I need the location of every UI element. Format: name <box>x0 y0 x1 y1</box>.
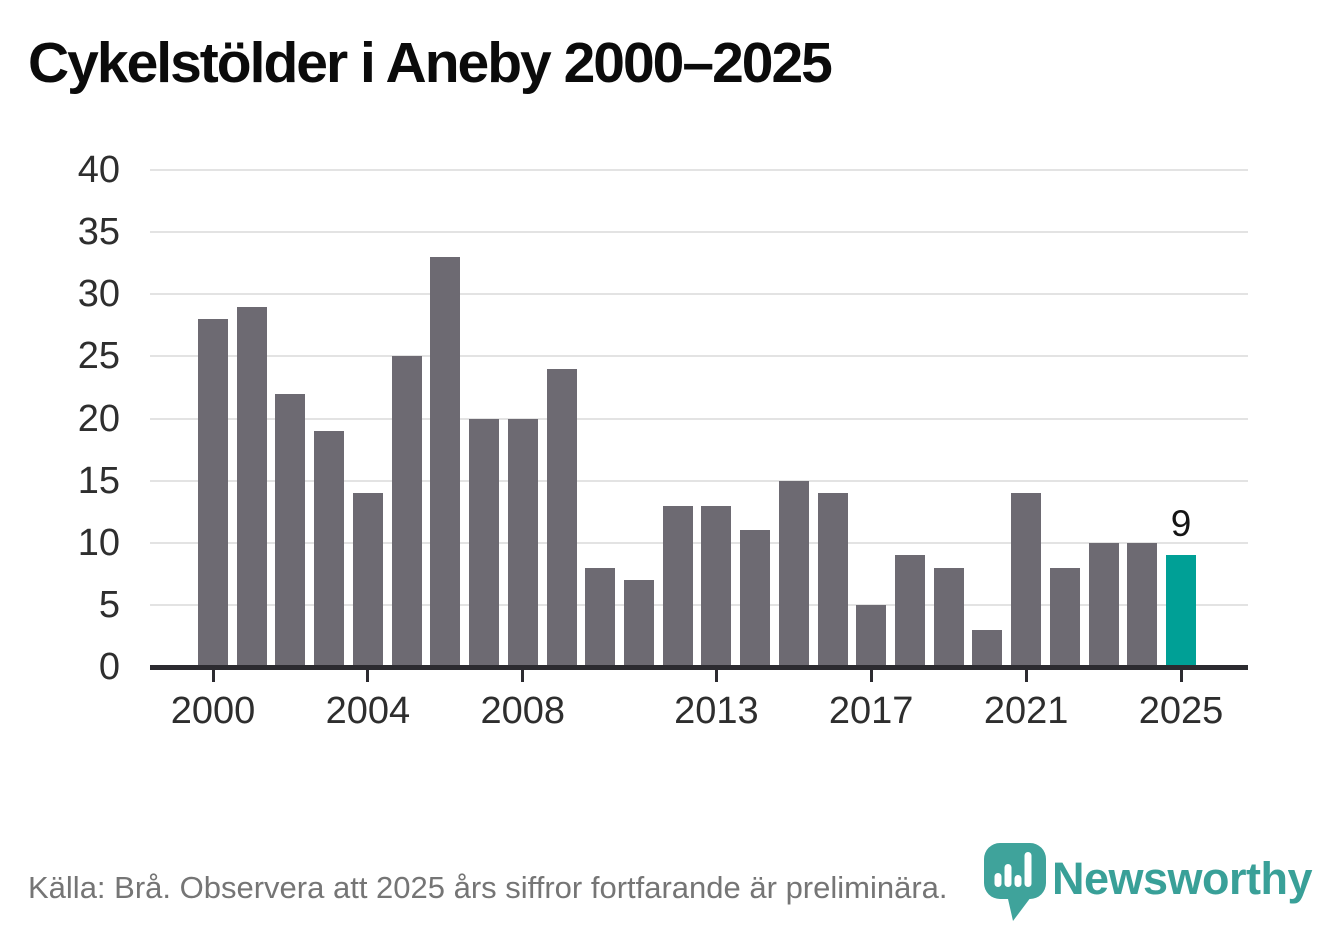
y-axis-tick-label: 30 <box>77 273 120 316</box>
bar-2001 <box>236 306 267 667</box>
bar-2009 <box>546 368 577 667</box>
x-axis-tick <box>714 670 718 682</box>
gridline-10 <box>150 541 1248 544</box>
x-axis-tick <box>521 670 525 682</box>
x-axis-tick <box>1179 670 1183 682</box>
bar-2000 <box>198 319 228 667</box>
y-axis-tick-label: 40 <box>77 149 120 191</box>
bar-2003 <box>314 430 345 667</box>
x-axis-tick <box>1024 670 1028 682</box>
bar-2004 <box>352 493 383 667</box>
newsworthy-pin-bar-chart-icon <box>984 843 1046 921</box>
bar-2010 <box>585 567 616 667</box>
bar-2005 <box>391 356 422 667</box>
x-axis-tick-label: 2017 <box>828 690 914 732</box>
gridline-35 <box>150 231 1248 234</box>
y-axis-tick-label: 35 <box>77 211 120 254</box>
bar-2019 <box>933 567 964 667</box>
x-axis-tick-label: 2021 <box>983 690 1069 732</box>
bar-2006 <box>430 257 461 667</box>
x-axis-tick-label: 2025 <box>1138 690 1224 732</box>
bar-2007 <box>469 418 499 667</box>
y-axis-tick-label: 10 <box>77 521 120 564</box>
gridline-5 <box>150 603 1248 606</box>
bar-2017 <box>856 604 887 667</box>
x-axis-tick-label: 2008 <box>480 690 566 732</box>
y-axis-tick-label: 5 <box>98 583 120 626</box>
x-axis-tick-label: 2004 <box>325 690 411 732</box>
x-axis-line <box>150 665 1248 670</box>
chart-title: Cykelstölder i Aneby 2000–2025 <box>28 31 833 95</box>
bar-2012 <box>662 505 693 667</box>
x-axis-tick <box>366 670 370 682</box>
bar-2002 <box>275 393 306 667</box>
bar-2013 <box>701 505 732 667</box>
x-axis-tick-label: 2013 <box>674 690 759 732</box>
bar-2016 <box>817 493 848 667</box>
gridline-25 <box>150 355 1248 358</box>
bar-2020 <box>972 629 1003 667</box>
value-label-2025: 9 <box>1170 503 1192 545</box>
bar-2014 <box>740 530 771 667</box>
x-axis-tick <box>869 670 873 682</box>
bar-2008 <box>507 418 538 667</box>
gridline-40 <box>150 169 1248 171</box>
bar-2021 <box>1011 493 1042 667</box>
bar-2018 <box>895 555 925 667</box>
y-axis-tick-label: 15 <box>77 459 120 502</box>
bar-2024 <box>1127 542 1158 668</box>
bar-2015 <box>778 480 809 667</box>
bar-2025-highlighted <box>1166 555 1196 667</box>
newsworthy-logo-text: Newsworthy <box>1052 853 1313 904</box>
bar-2011 <box>623 580 654 667</box>
y-axis-tick-label: 20 <box>77 397 120 440</box>
source-note: Källa: Brå. Observera att 2025 års siffr… <box>28 870 948 905</box>
bar-2023 <box>1088 542 1119 668</box>
gridline-20 <box>150 417 1248 420</box>
x-axis-tick-label: 2000 <box>170 690 256 732</box>
x-axis-tick <box>211 670 215 682</box>
bar-2022 <box>1049 567 1080 667</box>
y-axis-tick-label: 25 <box>77 335 120 378</box>
y-axis-tick-label: 0 <box>98 646 120 688</box>
gridline-30 <box>150 293 1248 296</box>
gridline-15 <box>150 479 1248 482</box>
